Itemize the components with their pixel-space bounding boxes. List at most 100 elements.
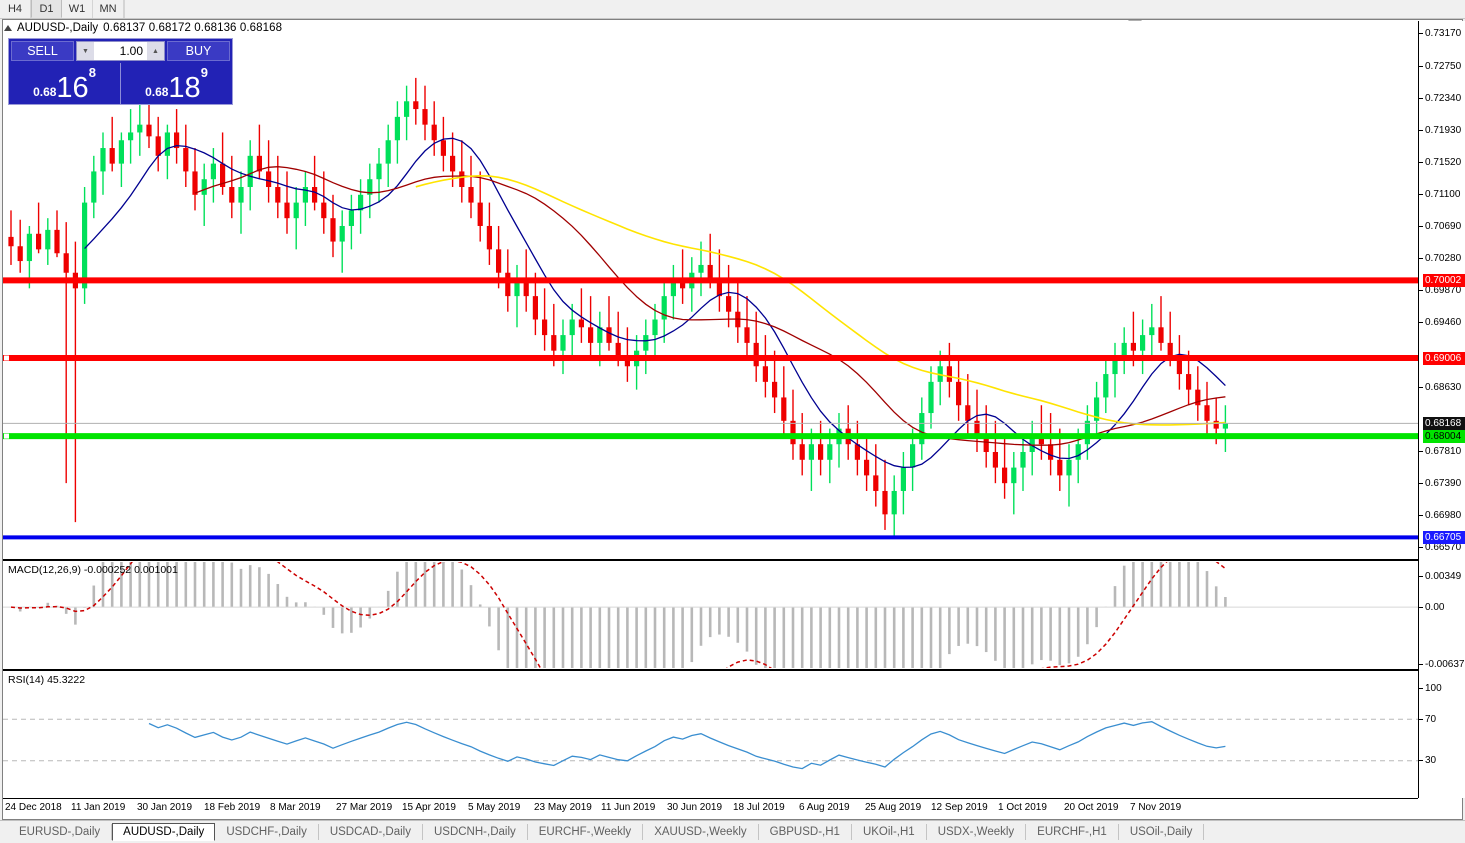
chart-tab-usoil-daily[interactable]: USOil-,Daily [1119, 824, 1205, 840]
price-tick: 0.69460 [1419, 317, 1465, 329]
price-tick: 0.66980 [1419, 510, 1465, 522]
rsi-tick: 30 [1419, 755, 1465, 767]
date-tick: 8 Mar 2019 [270, 802, 321, 813]
date-tick: 18 Feb 2019 [204, 802, 261, 813]
moving-average-2 [415, 174, 1226, 426]
toolbar-empty-area [124, 0, 1465, 18]
price-badge-blue: 0.66705 [1423, 530, 1465, 544]
price-badge-black: 0.68168 [1423, 416, 1465, 430]
date-tick: 24 Dec 2018 [5, 802, 62, 813]
one-click-trading-panel: SELL ▼ 1.00 ▲ BUY 0.68 16 8 0.68 18 9 [8, 38, 233, 105]
volume-up-arrow-icon[interactable]: ▲ [147, 42, 164, 60]
price-tick: 0.70280 [1419, 253, 1465, 265]
price-tick: 0.68630 [1419, 381, 1465, 393]
sell-price-fraction: 8 [88, 65, 96, 80]
sell-price-display[interactable]: 0.68 16 8 [9, 63, 120, 104]
chart-symbol-label: AUDUSD-,Daily [17, 22, 99, 34]
volume-input[interactable]: 1.00 [94, 42, 147, 60]
macd-tick: -0.00637 [1419, 658, 1465, 670]
oct-price-row: 0.68 16 8 0.68 18 9 [9, 63, 232, 104]
date-tick: 25 Aug 2019 [865, 802, 922, 813]
date-tick: 6 Aug 2019 [799, 802, 850, 813]
rsi-svg [3, 718, 1418, 770]
sell-price-prefix: 0.68 [33, 85, 57, 99]
oct-controls-row: SELL ▼ 1.00 ▲ BUY [9, 39, 232, 63]
date-tick: 30 Jun 2019 [667, 802, 723, 813]
price-tick: 0.69870 [1419, 285, 1465, 297]
chart-ohlc-values: 0.68137 0.68172 0.68136 0.68168 [103, 22, 283, 34]
macd-tick: 0.00349 [1419, 570, 1465, 582]
sell-button[interactable]: SELL [11, 41, 74, 61]
chart-tab-usdcnh-daily[interactable]: USDCNH-,Daily [423, 824, 528, 840]
rsi-tick: 70 [1419, 713, 1465, 725]
chart-tab-usdcad-daily[interactable]: USDCAD-,Daily [319, 824, 423, 840]
price-chart-pane[interactable] [3, 21, 1418, 558]
date-tick: 1 Oct 2019 [998, 802, 1047, 813]
timeframe-toolbar: H4 D1 W1 MN [0, 0, 1465, 19]
macd-svg [3, 562, 1418, 668]
price-tick: 0.71520 [1419, 156, 1465, 168]
chart-tab-eurchf-h1[interactable]: EURCHF-,H1 [1026, 824, 1119, 840]
chart-tabs-bar: EURUSD-,Daily AUDUSD-,Daily USDCHF-,Daily U… [0, 820, 1465, 843]
buy-price-display[interactable]: 0.68 18 9 [120, 63, 232, 104]
chart-tab-eurchf-weekly[interactable]: EURCHF-,Weekly [528, 824, 644, 840]
chart-tab-gbpusd-h1[interactable]: GBPUSD-,H1 [759, 824, 852, 840]
rsi-label: RSI(14) 45.3222 [8, 674, 86, 686]
chart-tab-ukoil-h1[interactable]: UKOil-,H1 [852, 824, 927, 840]
price-tick: 0.66570 [1419, 542, 1465, 554]
price-tick: 0.71930 [1419, 124, 1465, 136]
volume-stepper[interactable]: ▼ 1.00 ▲ [76, 41, 165, 61]
timeframe-mn[interactable]: MN [93, 0, 124, 18]
chart-tab-audusd-daily[interactable]: AUDUSD-,Daily [112, 823, 216, 841]
date-tick: 15 Apr 2019 [402, 802, 456, 813]
price-chart-svg [3, 77, 1418, 540]
price-scale-axis[interactable]: 0.73170 0.72750 0.72340 0.71930 0.71520 0.711… [1418, 21, 1465, 798]
price-tick: 0.72750 [1419, 60, 1465, 72]
date-tick: 20 Oct 2019 [1064, 802, 1119, 813]
macd-label: MACD(12,26,9) -0.000252 0.001001 [8, 564, 178, 576]
chart-tab-usdchf-daily[interactable]: USDCHF-,Daily [215, 824, 319, 840]
chart-tab-usdx-weekly[interactable]: USDX-,Weekly [927, 824, 1027, 840]
price-badge-green: 0.68004 [1423, 429, 1465, 443]
date-axis: 24 Dec 2018 11 Jan 2019 30 Jan 2019 18 Feb … [3, 798, 1418, 817]
price-badge-red: 0.70002 [1423, 273, 1465, 287]
volume-down-arrow-icon[interactable]: ▼ [77, 42, 94, 60]
macd-tick: 0.00 [1419, 601, 1465, 613]
rsi-tick: 100 [1419, 682, 1465, 694]
date-tick: 11 Jun 2019 [601, 802, 656, 813]
price-tick: 0.72340 [1419, 92, 1465, 104]
date-tick: 30 Jan 2019 [137, 802, 193, 813]
moving-average-0 [84, 137, 1226, 469]
price-tick: 0.73170 [1419, 27, 1465, 39]
timeframe-w1[interactable]: W1 [62, 0, 93, 18]
moving-average-1 [194, 166, 1226, 446]
price-tick: 0.71100 [1419, 189, 1465, 201]
pane-separator-1 [3, 559, 1418, 561]
date-tick: 7 Nov 2019 [1130, 802, 1182, 813]
buy-price-fraction: 9 [200, 65, 208, 80]
date-tick: 11 Jan 2019 [71, 802, 126, 813]
date-tick: 5 May 2019 [468, 802, 521, 813]
macd-pane[interactable]: MACD(12,26,9) -0.000252 0.001001 [3, 562, 1418, 668]
price-tick: 0.67390 [1419, 478, 1465, 490]
price-badge-red: 0.69006 [1423, 351, 1465, 365]
date-tick: 12 Sep 2019 [931, 802, 988, 813]
sell-price-big: 16 [56, 72, 89, 105]
date-tick: 23 May 2019 [534, 802, 592, 813]
collapse-triangle-icon[interactable] [4, 25, 12, 31]
buy-button[interactable]: BUY [167, 41, 230, 61]
timeframe-d1[interactable]: D1 [31, 0, 62, 18]
pane-separator-2 [3, 669, 1418, 671]
chart-symbol-header: AUDUSD-,Daily 0.68137 0.68172 0.68136 0.… [4, 22, 282, 34]
chart-tab-eurusd-daily[interactable]: EURUSD-,Daily [8, 824, 113, 840]
buy-price-big: 18 [168, 72, 201, 105]
rsi-pane[interactable]: RSI(14) 45.3222 [3, 672, 1418, 798]
timeframe-h4[interactable]: H4 [0, 0, 31, 18]
price-tick: 0.67810 [1419, 445, 1465, 457]
date-tick: 27 Mar 2019 [336, 802, 393, 813]
buy-price-prefix: 0.68 [145, 85, 169, 99]
chart-tab-xauusd-weekly[interactable]: XAUUSD-,Weekly [643, 824, 759, 840]
date-tick: 18 Jul 2019 [733, 802, 785, 813]
price-tick: 0.70690 [1419, 221, 1465, 233]
